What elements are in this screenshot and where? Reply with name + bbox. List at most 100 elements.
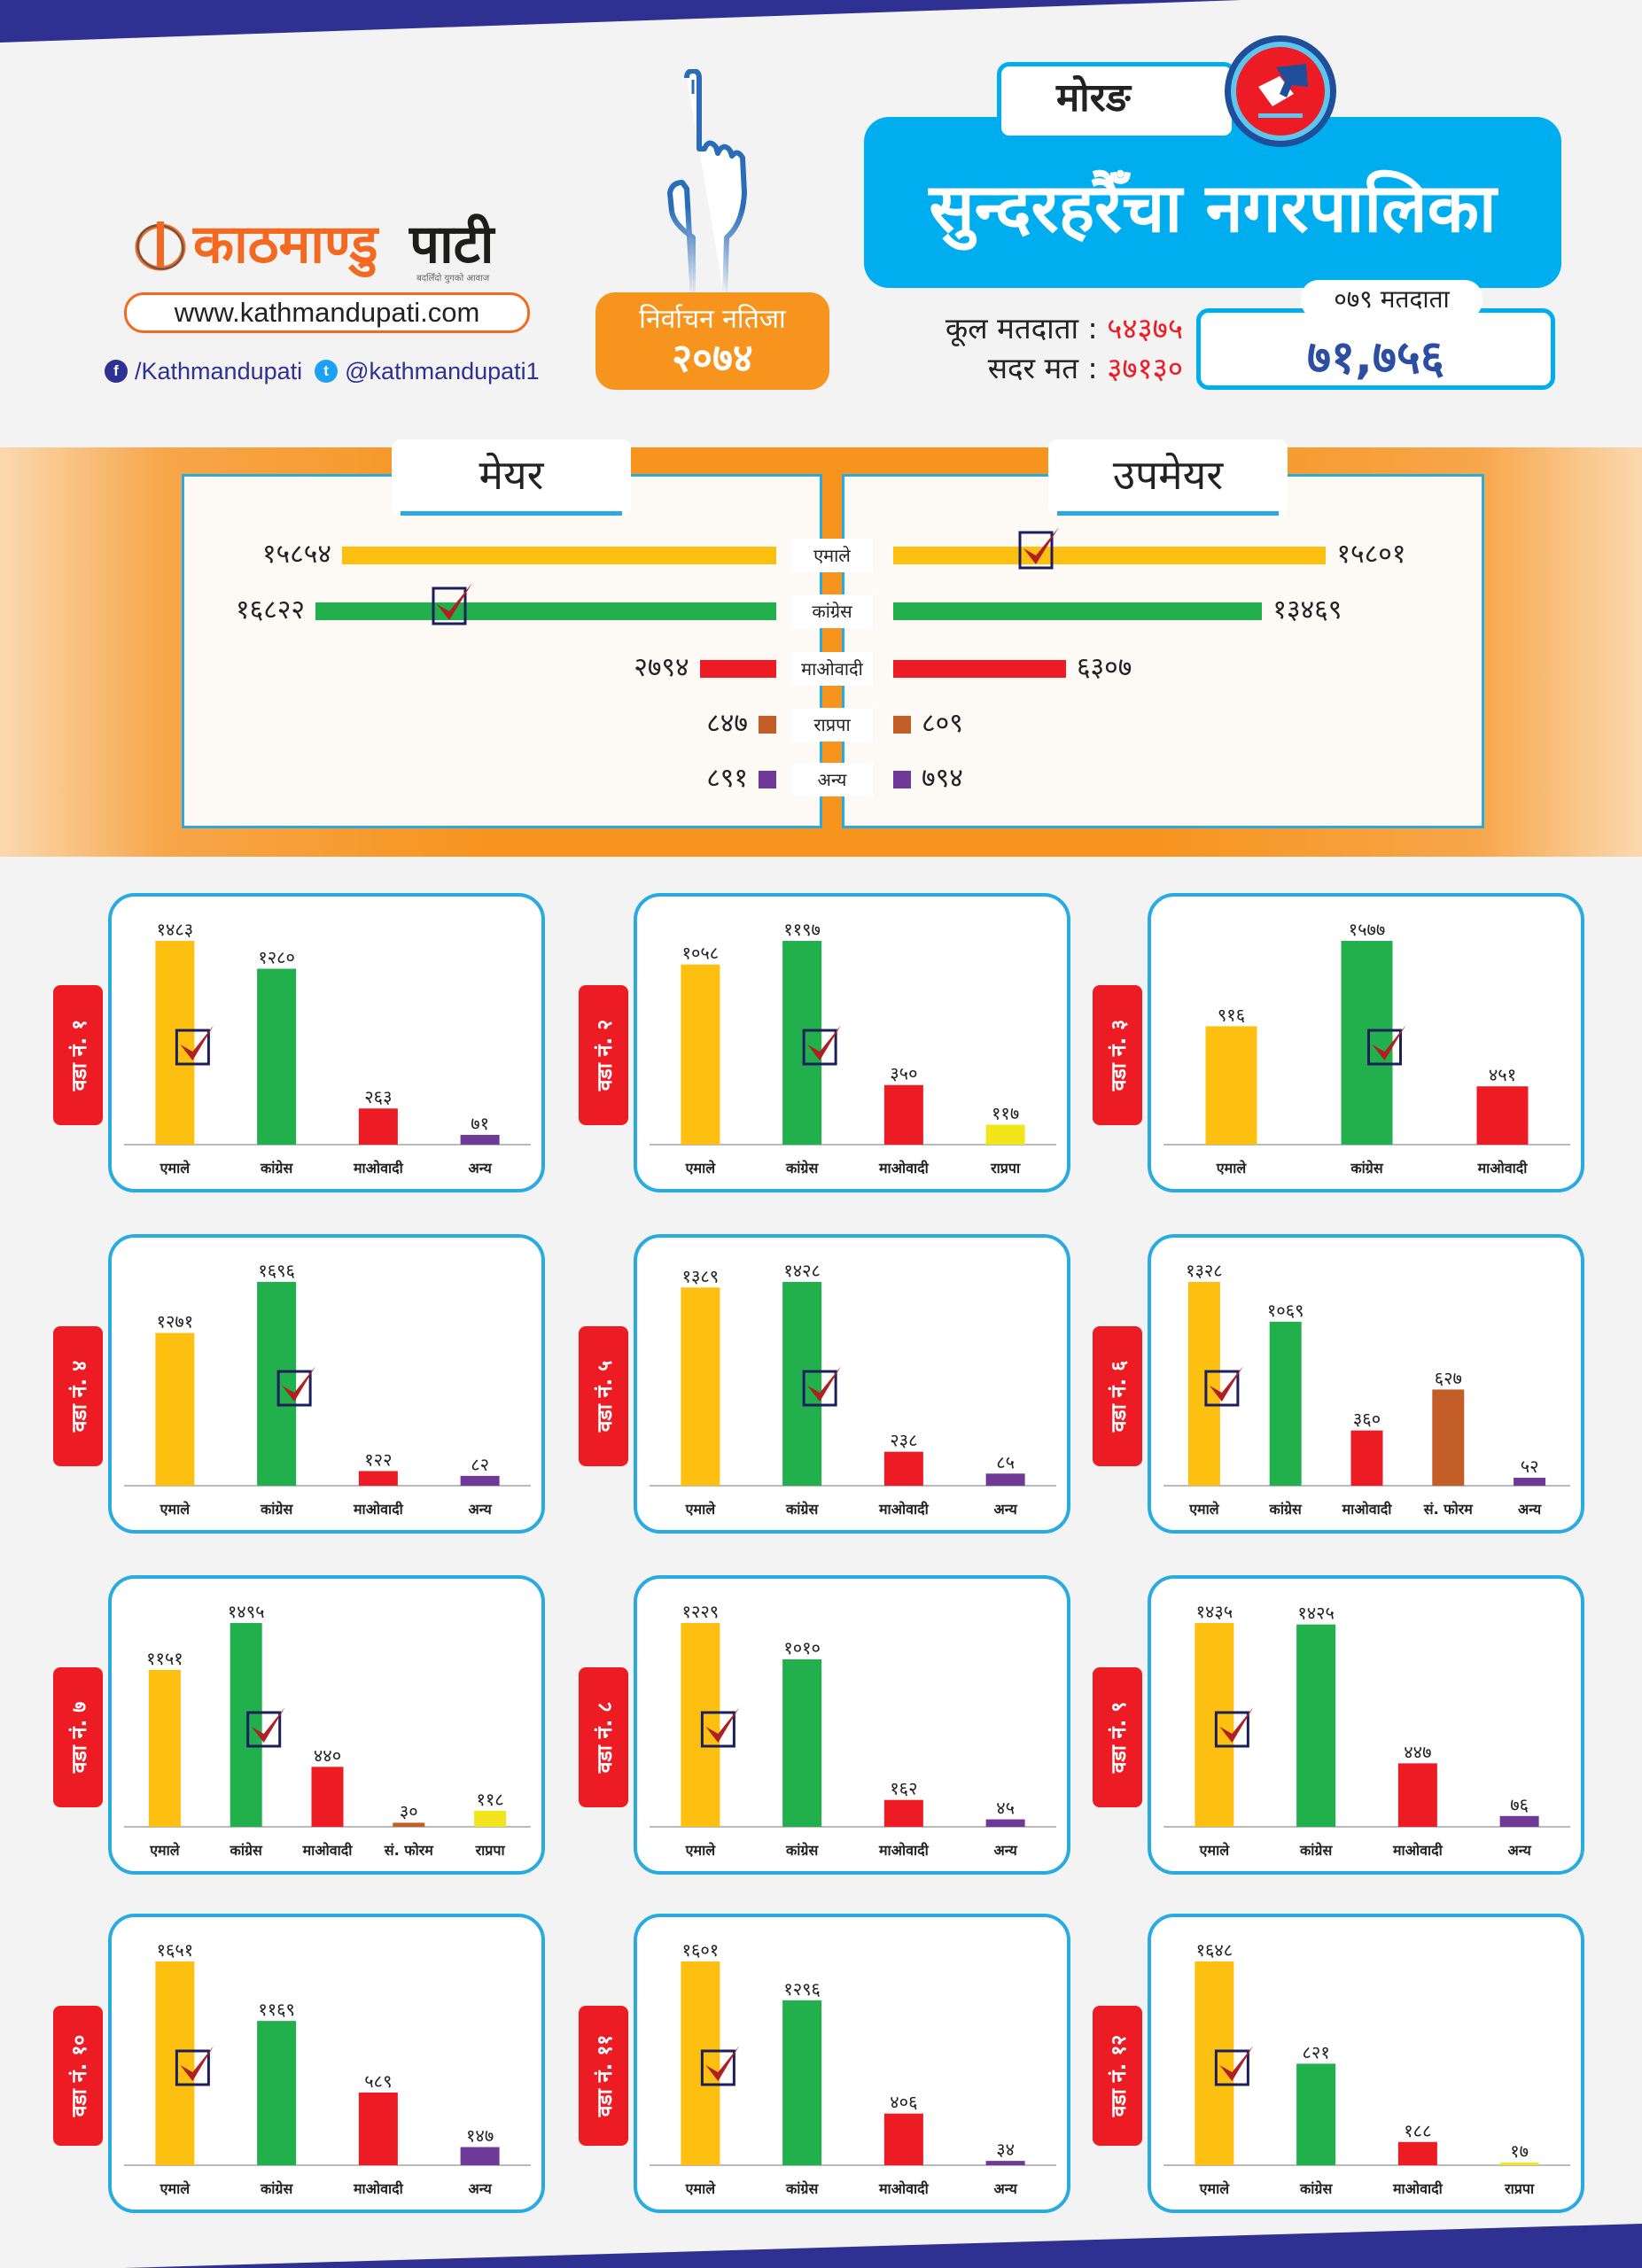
twitter-link[interactable]: @kathmandupati1	[345, 357, 540, 384]
logo-globe-icon	[135, 221, 186, 271]
bar	[474, 1810, 507, 1827]
category-label: माओवादी	[1477, 1160, 1529, 1177]
category-label: एमाले	[685, 1160, 717, 1177]
ward-title: वडा नं. ९	[1108, 1701, 1131, 1774]
mayor-title-text: मेयर	[479, 451, 544, 499]
social-links: f /Kathmandupati t @kathmandupati1	[105, 356, 540, 386]
bar-value-label: ४४७	[1404, 1741, 1431, 1762]
category-label: कांग्रेस	[260, 1501, 293, 1518]
category-label: सं. फोरम	[1423, 1501, 1474, 1518]
party-label: अन्य	[791, 763, 873, 796]
bar-value-label: ८५	[996, 1451, 1015, 1472]
bar-value-label: १६२	[890, 1778, 917, 1799]
category-label: एमाले	[685, 1842, 717, 1859]
bar	[393, 1822, 425, 1827]
category-label: माओवादी	[1392, 2180, 1444, 2197]
total-voters-value: ५४३७५	[1107, 311, 1183, 346]
bar	[460, 1134, 500, 1145]
category-label: अन्य	[1508, 1842, 1532, 1859]
ward-bar-chart: १४३५ एमाले १४२५ कांग्रेस ४४७ माओवादी ७६ अन्य	[1163, 1601, 1570, 1859]
voters-079-value: ७१,७५६	[1196, 308, 1555, 390]
bar	[257, 968, 297, 1145]
bar	[1195, 1623, 1234, 1827]
bar	[1397, 2141, 1437, 2165]
bar-value-label: २३८	[890, 1430, 917, 1451]
bar-value-label: १०१०	[783, 1637, 821, 1658]
valid-votes-label: सदर मत :	[987, 351, 1098, 385]
bar-value-label: ३०	[400, 1800, 418, 1821]
mayor-value: ८४७	[706, 708, 748, 739]
category-label: माओवादी	[353, 1160, 404, 1177]
facebook-link[interactable]: /Kathmandupati	[135, 357, 303, 384]
ward-bar-chart: १०५८ एमाले ११९७ कांग्रेस ३५० माओवादी ११७ राप्रप…	[650, 919, 1056, 1177]
ward-number-tab: वडा नं. १	[53, 985, 103, 1125]
category-label: कांग्रेस	[260, 1160, 293, 1177]
bar	[681, 1961, 720, 2165]
ward-bar-chart: १३८९ एमाले १४२८ कांग्रेस २३८ माओवादी ८५ अन्य	[650, 1260, 1056, 1518]
category-label: कांग्रेस	[260, 2180, 293, 2197]
bar-value-label: ५२	[1521, 1456, 1539, 1477]
bar-value-label: १६९६	[258, 1260, 295, 1281]
bar-value-label: ६२७	[1435, 1367, 1462, 1388]
bar-value-label: १८८	[1404, 2120, 1431, 2141]
party-label: एमाले	[791, 539, 873, 572]
bar	[1296, 2063, 1336, 2165]
bar	[985, 2161, 1025, 2165]
bar	[985, 1473, 1025, 1486]
bar	[985, 1124, 1025, 1145]
deputy-bar	[893, 771, 911, 788]
bar	[1296, 1624, 1336, 1827]
deputy-title-text: उपमेयर	[1112, 451, 1224, 499]
bar-value-label: १४२५	[1297, 1603, 1335, 1624]
bar	[1187, 1282, 1220, 1486]
mayor-bar	[759, 771, 776, 788]
bar	[883, 1084, 923, 1145]
website-link[interactable]: www.kathmandupati.com	[124, 292, 530, 333]
bar-value-label: ४४०	[314, 1744, 341, 1766]
bar	[1205, 1026, 1257, 1145]
category-label: अन्य	[994, 2180, 1018, 2197]
category-label: अन्य	[994, 1501, 1018, 1518]
category-label: एमाले	[685, 2180, 717, 2197]
deputy-bar	[893, 716, 911, 734]
winner-check-icon	[1214, 2046, 1254, 2086]
bar	[1514, 1477, 1546, 1486]
bar	[883, 1451, 923, 1486]
deputy-bar	[893, 660, 1066, 678]
brand-name-part2: पाटी	[409, 214, 494, 276]
bar-value-label: ११९७	[783, 919, 821, 940]
bar-value-label: १२९६	[783, 1978, 821, 2000]
bar-value-label: ४०६	[890, 2092, 917, 2113]
bar	[358, 2092, 398, 2165]
category-label: एमाले	[1216, 1160, 1248, 1177]
bar	[358, 1108, 398, 1145]
ward-card: १२२९ एमाले १०१० कांग्रेस १६२ माओवादी ४५ अन्य	[634, 1575, 1070, 1875]
total-voters-label: कूल मतदाता :	[945, 311, 1098, 346]
party-label: कांग्रेस	[791, 594, 873, 628]
bar-value-label: ३५०	[890, 1063, 917, 1084]
ward-number-tab: वडा नं. ५	[579, 1326, 628, 1466]
winner-check-icon	[1204, 1366, 1243, 1407]
winner-check-icon	[1367, 1025, 1406, 1066]
category-label: एमाले	[160, 1160, 191, 1177]
district-name: मोरङ	[997, 62, 1236, 140]
ward-card: ११५१ एमाले १४९५ कांग्रेस ४४० माओवादी ३० सं. फोर…	[108, 1575, 545, 1875]
ward-bar-chart: १६०१ एमाले १२९६ कांग्रेस ४०६ माओवादी ३४ अन्य	[650, 1939, 1056, 2197]
category-label: माओवादी	[878, 2180, 930, 2197]
bar	[883, 1799, 923, 1827]
category-label: राप्रपा	[1504, 2180, 1535, 2197]
bar-value-label: १२२	[364, 1449, 392, 1470]
ward-bar-chart: १४८३ एमाले १२८० कांग्रेस २६३ माओवादी ७१ अन्य	[124, 919, 531, 1177]
mayor-bar	[315, 602, 776, 620]
bar-value-label: १०५८	[682, 943, 720, 964]
bar	[257, 2021, 297, 2165]
ward-title: वडा नं. १०	[68, 2034, 91, 2117]
badge-title: निर्वाचन नतिजा	[639, 304, 786, 335]
ward-title: वडा नं. ६	[1108, 1360, 1131, 1433]
bar-value-label: ५८९	[364, 2070, 392, 2092]
ward-card: १६०१ एमाले १२९६ कांग्रेस ४०६ माओवादी ३४ अन्य	[634, 1914, 1070, 2213]
category-label: कांग्रेस	[785, 1501, 819, 1518]
top-navy-band	[0, 0, 1241, 43]
bar-value-label: १२८०	[258, 946, 295, 967]
bar-value-label: १४७	[466, 2125, 494, 2147]
